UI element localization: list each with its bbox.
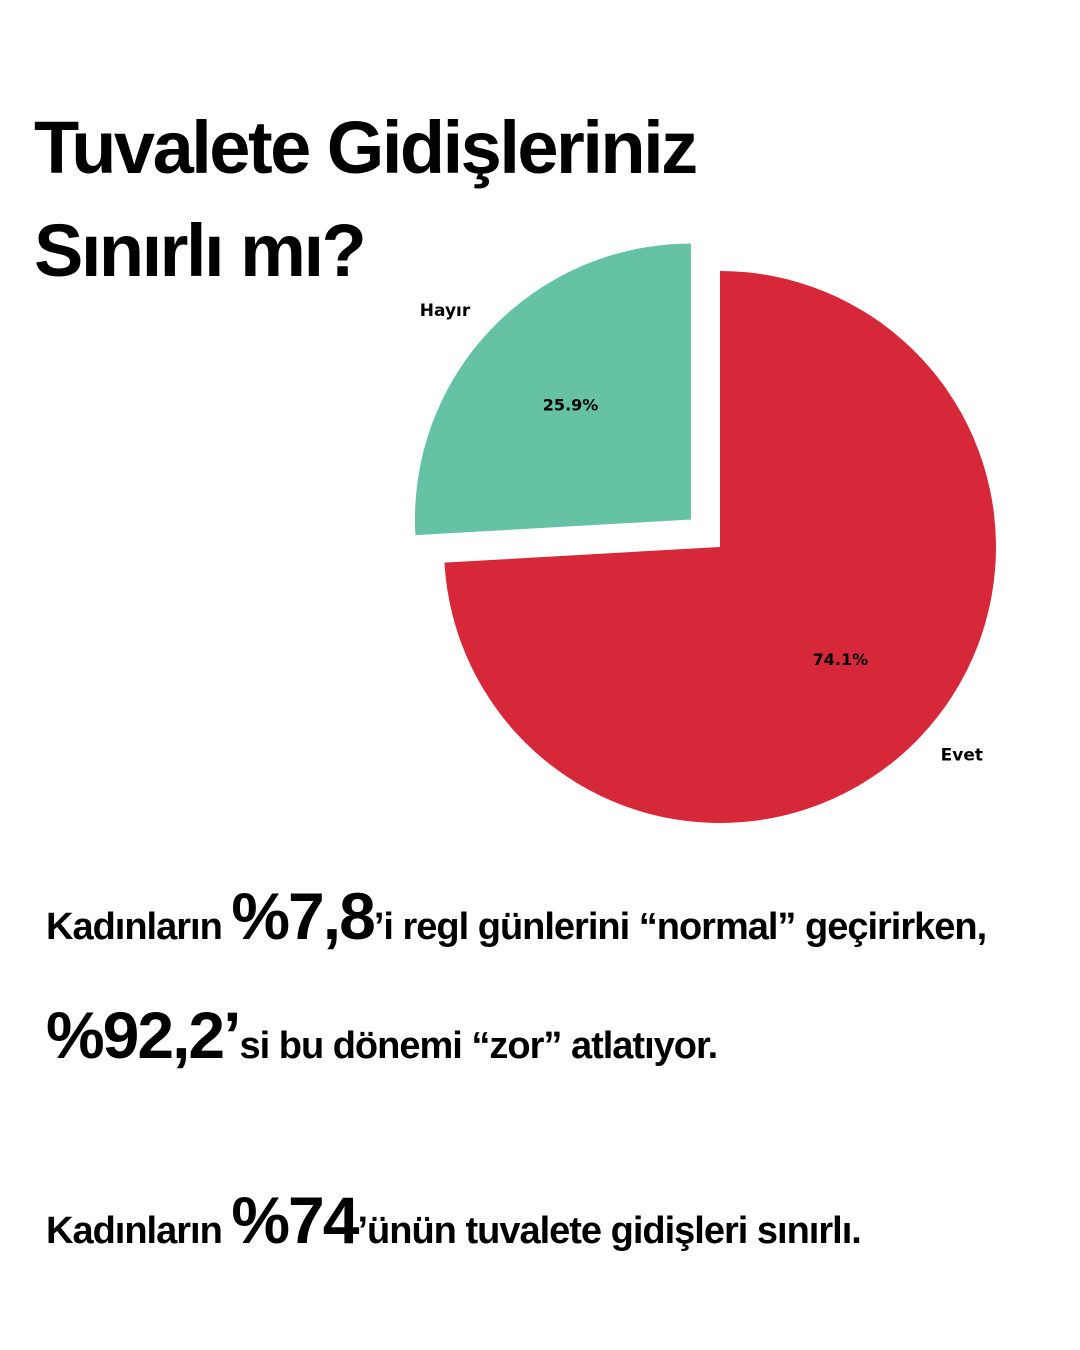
pie-slices <box>414 243 996 823</box>
page-title: Tuvalete Gidişleriniz Sınırlı mı? <box>34 96 854 302</box>
stat-period-experience: Kadınların %7,8’i regl günlerini “normal… <box>46 862 1046 1100</box>
stat2-prefix: Kadınların <box>46 1210 232 1252</box>
stat1-hard-percent: %92,2’ <box>46 998 241 1072</box>
stat1-middle: ’i regl günlerini “normal” geçirirken, <box>373 906 987 948</box>
stat2-suffix: ’ünün tuvalete gidişleri sınırlı. <box>357 1210 861 1252</box>
pie-slice-evet <box>444 271 996 823</box>
pie-labels: Hayır 25.9% Evet 74.1% <box>420 301 983 766</box>
stat1-normal-percent: %7,8 <box>231 879 375 953</box>
pie-label-hayir: Hayır <box>420 301 471 321</box>
pie-percent-hayir: 25.9% <box>543 395 599 414</box>
title-line-2: Sınırlı mı? <box>34 209 367 292</box>
stat1-suffix: si bu dönemi “zor” atlatıyor. <box>239 1025 718 1067</box>
pie-label-evet: Evet <box>941 746 983 766</box>
stat2-percent: %74 <box>231 1183 359 1257</box>
title-line-1: Tuvalete Gidişleriniz <box>34 106 698 189</box>
pie-slice-hayir <box>414 243 691 536</box>
stat1-prefix: Kadınların <box>46 906 232 948</box>
pie-percent-evet: 74.1% <box>813 650 869 669</box>
stat-toilet-limited: Kadınların %74’ünün tuvalete gidişleri s… <box>46 1180 1046 1271</box>
